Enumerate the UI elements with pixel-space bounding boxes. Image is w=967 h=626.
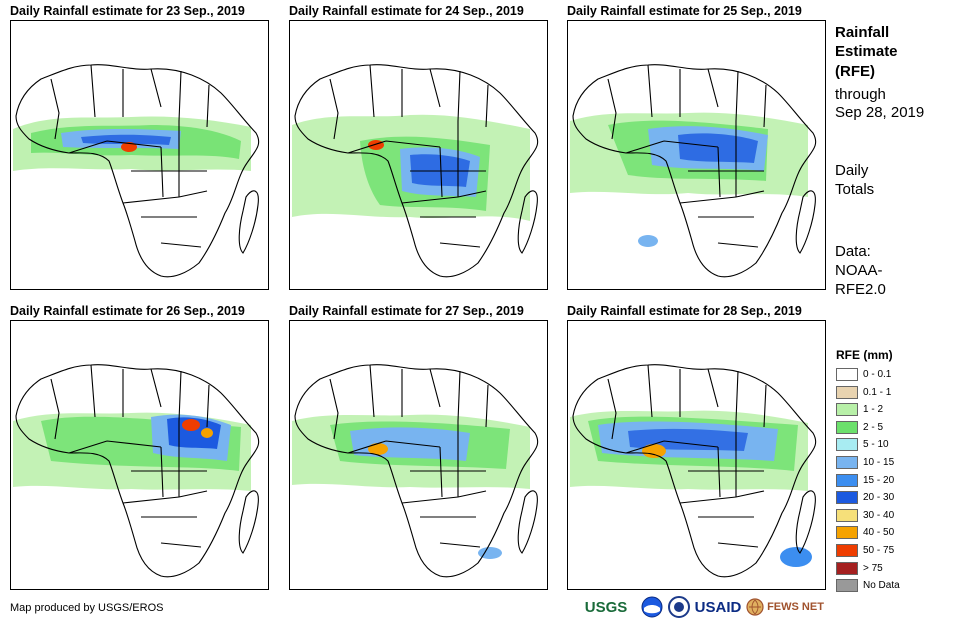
legend-label: 30 - 40	[863, 509, 895, 521]
legend-item: 50 - 75	[836, 543, 894, 558]
legend-swatch	[836, 473, 858, 487]
legend-label: 20 - 30	[863, 492, 895, 504]
rainfall-map-4	[13, 364, 260, 578]
noaa-icon	[641, 596, 663, 618]
legend-label: 40 - 50	[863, 527, 895, 539]
legend-swatch	[836, 561, 858, 575]
panel-title-3: Daily Rainfall estimate for 25 Sep., 201…	[567, 4, 802, 18]
legend-label: 50 - 75	[863, 545, 895, 556]
usaid-logo-text: USAID	[694, 598, 742, 616]
rainfall-map-panel-6	[567, 320, 826, 590]
africa-coastline	[572, 64, 817, 278]
side-date: Sep 28, 2019	[835, 104, 925, 121]
usaid-logo: USAID	[693, 594, 743, 620]
side-data-source-1: NOAA-	[835, 262, 883, 279]
legend-item: 10 - 15	[836, 455, 894, 470]
legend-label: 0.1 - 1	[863, 386, 892, 398]
africa-coastline	[294, 364, 539, 578]
legend-item: 1 - 2	[836, 402, 883, 417]
legend-item: No Data	[836, 578, 900, 593]
rainfall-map-panel-5	[289, 320, 548, 590]
rainfall-map-1	[13, 64, 260, 278]
panel-title-6: Daily Rainfall estimate for 28 Sep., 201…	[567, 304, 802, 318]
side-through: through	[835, 86, 886, 103]
side-data-label: Data:	[835, 243, 871, 260]
legend-swatch	[836, 385, 858, 399]
legend-item: 30 - 40	[836, 508, 894, 523]
legend-swatch	[836, 438, 858, 452]
seal-icon	[668, 596, 690, 618]
legend-swatch	[836, 491, 858, 505]
rainfall-map-6	[570, 364, 817, 578]
legend-item: > 75	[836, 561, 883, 576]
rainfall-overlay	[292, 114, 530, 221]
rainfall-overlay	[13, 412, 251, 491]
rainfall-overlay	[292, 414, 530, 559]
legend-swatch	[836, 403, 858, 417]
africa-coastline	[572, 364, 817, 578]
dhs-seal-logo	[667, 594, 691, 620]
panel-title-2: Daily Rainfall estimate for 24 Sep., 201…	[289, 4, 524, 18]
legend-label: 2 - 5	[863, 421, 884, 433]
legend-item: 5 - 10	[836, 437, 889, 452]
rainfall-map-5	[292, 364, 539, 578]
legend-swatch	[836, 368, 858, 381]
rainfall-overlay	[570, 112, 808, 247]
rainfall-map-panel-2	[289, 20, 548, 290]
legend-item: 15 - 20	[836, 473, 894, 488]
legend-label: 10 - 15	[863, 457, 895, 468]
side-daily: Daily	[835, 162, 869, 179]
usgs-logo: USGS	[577, 594, 635, 620]
legend-label: 1 - 2	[863, 404, 884, 416]
legend-label: 15 - 20	[863, 474, 895, 486]
rainfall-map-panel-4	[10, 320, 269, 590]
legend-swatch	[836, 544, 858, 557]
legend-item: 0 - 0.1	[836, 367, 891, 382]
legend-swatch	[836, 420, 858, 434]
legend-swatch	[836, 579, 858, 593]
fews-net-logo-text: FEWS NET	[767, 601, 824, 613]
rainfall-map-panel-1	[10, 20, 269, 290]
side-data-source-2: RFE2.0	[835, 281, 886, 298]
fews-net-logo: FEWS NET	[746, 594, 824, 620]
legend-swatch	[836, 526, 858, 540]
panel-title-5: Daily Rainfall estimate for 27 Sep., 201…	[289, 304, 524, 318]
legend-swatch	[836, 508, 858, 522]
panel-title-1: Daily Rainfall estimate for 23 Sep., 201…	[10, 4, 245, 18]
side-totals: Totals	[835, 181, 875, 198]
legend-item: 40 - 50	[836, 525, 894, 540]
panel-title-4: Daily Rainfall estimate for 26 Sep., 201…	[10, 304, 245, 318]
legend-item: 2 - 5	[836, 420, 883, 435]
side-title-line2: Estimate	[835, 43, 898, 60]
legend-title: RFE (mm)	[836, 348, 893, 362]
globe-icon	[746, 598, 764, 616]
legend-item: 20 - 30	[836, 490, 894, 505]
side-title-line3: (RFE)	[835, 63, 875, 80]
noaa-logo	[640, 594, 664, 620]
legend-swatch	[836, 456, 858, 469]
africa-coastline	[294, 64, 539, 278]
africa-coastline	[15, 64, 260, 278]
rainfall-map-panel-3	[567, 20, 826, 290]
map-credit: Map produced by USGS/EROS	[10, 602, 164, 614]
rainfall-map-2	[292, 64, 539, 278]
usgs-logo-text: USGS	[584, 598, 628, 616]
legend-label: 0 - 0.1	[863, 369, 892, 380]
legend-label: 5 - 10	[863, 439, 889, 451]
rainfall-overlay	[570, 410, 812, 567]
rainfall-map-3	[570, 64, 817, 278]
legend-label: > 75	[863, 562, 883, 574]
legend-label: No Data	[863, 580, 900, 592]
africa-coastline	[15, 364, 260, 578]
legend-item: 0.1 - 1	[836, 385, 891, 400]
side-title-line1: Rainfall	[835, 24, 890, 41]
